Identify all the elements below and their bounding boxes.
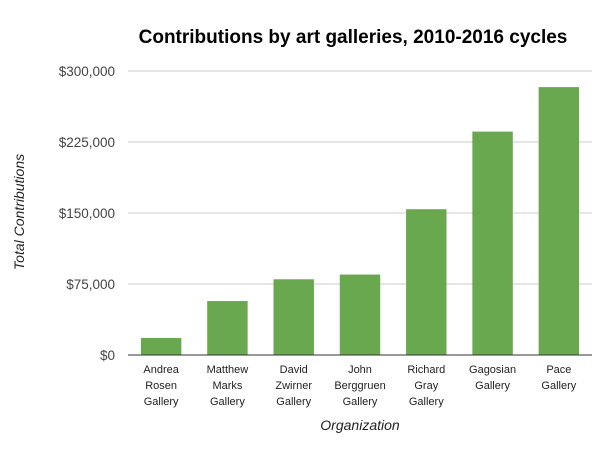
y-axis-label: Total Contributions — [11, 154, 27, 270]
x-tick-label-line: Matthew — [207, 364, 249, 376]
bar — [339, 274, 381, 355]
x-tick-label-line: Gallery — [144, 396, 179, 408]
x-tick-label: David Zwirner Gallery — [275, 364, 312, 408]
y-tick-label: $300,000 — [59, 64, 115, 79]
x-tick-label-line: John — [348, 364, 372, 376]
x-tick-label: Richard Gray Gallery — [407, 364, 445, 408]
x-tick-label-line: David — [280, 364, 308, 376]
y-tick-label: $0 — [100, 348, 115, 363]
x-tick-label-line: Marks — [212, 380, 242, 392]
x-tick-label-line: Gallery — [475, 380, 510, 392]
y-tick-label: $225,000 — [59, 135, 115, 150]
x-tick-label-line: Berggruen — [334, 380, 385, 392]
x-tick-label-line: Zwirner — [275, 380, 312, 392]
x-tick-label-line: Gallery — [541, 380, 576, 392]
bar — [207, 301, 248, 355]
x-tick-label-line: Andrea — [143, 364, 179, 376]
bar — [406, 209, 447, 355]
x-tick-label: Pace Gallery — [541, 364, 576, 392]
x-tick-label-line: Richard — [407, 364, 445, 376]
x-tick-label-line: Gray — [414, 380, 438, 392]
bar — [273, 279, 314, 355]
x-tick-label-line: Gallery — [210, 396, 245, 408]
y-tick-label: $75,000 — [66, 277, 115, 292]
x-tick-label-line: Gallery — [409, 396, 444, 408]
bar — [538, 87, 580, 356]
bars — [140, 87, 580, 356]
x-tick-label-line: Pace — [546, 364, 571, 376]
x-tick-label-line: Gagosian — [469, 364, 516, 376]
x-tick-label: Andrea Rosen Gallery — [143, 364, 179, 408]
x-tick-label: Matthew Marks Gallery — [207, 364, 249, 408]
x-axis-label: Organization — [320, 417, 400, 433]
y-axis-ticks: $0 $75,000 $150,000 $225,000 $300,000 — [59, 64, 115, 363]
bar — [140, 337, 182, 355]
x-tick-label-line: Rosen — [145, 380, 177, 392]
gridlines — [128, 70, 592, 285]
bar — [472, 131, 513, 355]
x-tick-label: Gagosian Gallery — [469, 364, 516, 392]
y-tick-label: $150,000 — [59, 206, 115, 221]
chart-title: Contributions by art galleries, 2010-201… — [139, 27, 568, 48]
x-tick-label-line: Gallery — [343, 396, 378, 408]
x-tick-label: John Berggruen Gallery — [334, 364, 385, 408]
x-tick-label-line: Gallery — [276, 396, 311, 408]
